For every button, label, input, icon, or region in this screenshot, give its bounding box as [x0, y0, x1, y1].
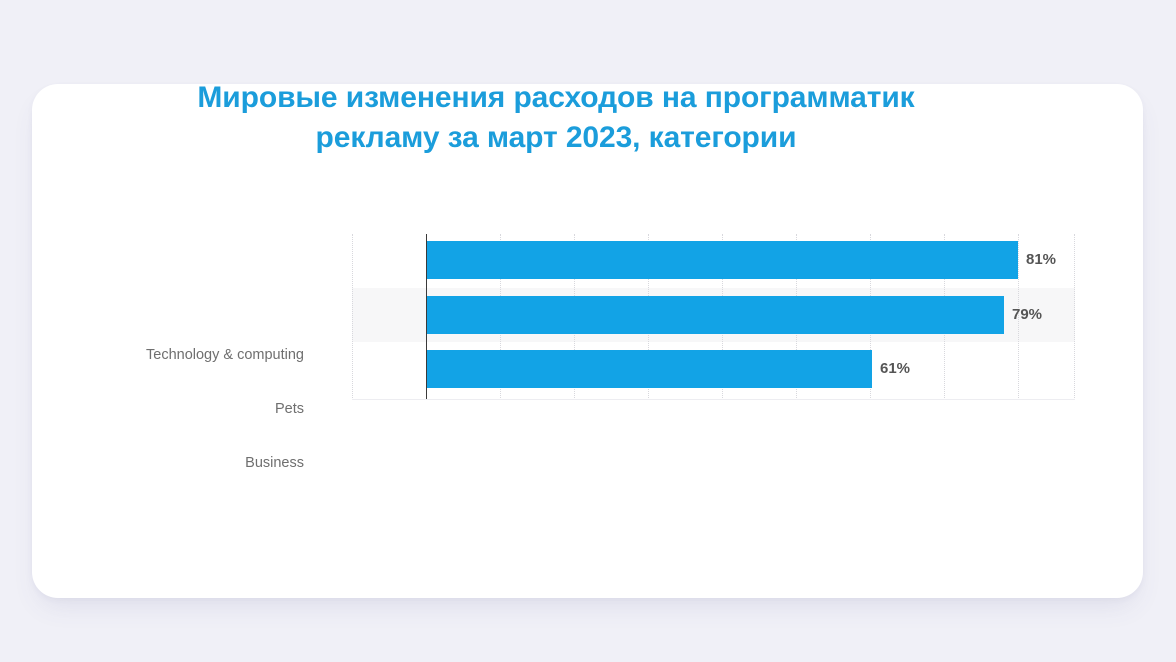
chart-plot-area: Technology & computing Pets Business [0, 234, 1111, 471]
chart-title-line-1: Мировые изменения расходов на программат… [197, 81, 915, 114]
gridline-minus-10 [352, 234, 354, 400]
category-label-technology-computing: Technology & computing [146, 347, 304, 363]
gridline-80 [1018, 234, 1020, 400]
category-axis-baseline [352, 399, 1075, 400]
category-label-business: Business [245, 455, 304, 471]
chart-title: Мировые изменения расходов на программат… [120, 78, 992, 158]
category-label-pets: Pets [274, 401, 304, 417]
bar-value-technology-computing: 81% [1026, 251, 1057, 268]
chart-title-line-2: рекламу за март 2023, категории [315, 121, 797, 154]
bar-business[interactable] [427, 350, 872, 388]
bar-technology-computing[interactable] [427, 241, 1018, 279]
category-axis-labels: Technology & computing Pets Business [0, 250, 304, 471]
plot-canvas: 81% 79% 61% [352, 234, 1075, 400]
bar-pets[interactable] [427, 296, 1004, 334]
value-axis-zero-line [426, 234, 427, 400]
gridline-right-edge [1074, 234, 1076, 400]
bar-value-pets: 79% [1012, 306, 1043, 323]
bar-value-business: 61% [880, 360, 911, 377]
